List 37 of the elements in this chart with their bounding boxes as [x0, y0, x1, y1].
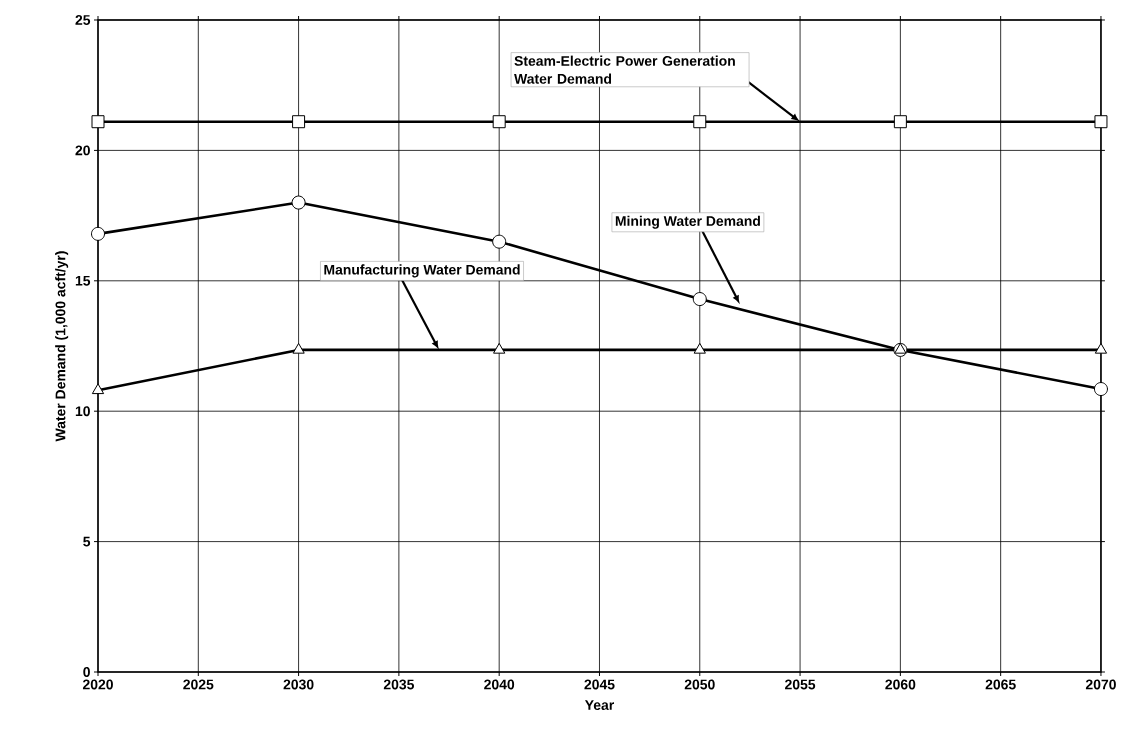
y-tick-label: 25 — [75, 15, 91, 25]
point — [693, 115, 707, 129]
annotation: Manufacturing Water Demand — [324, 264, 520, 278]
point — [91, 115, 105, 129]
x-tick-label: 2040 — [484, 679, 515, 690]
point — [291, 195, 306, 210]
point — [693, 342, 706, 354]
x-tick-label: 2045 — [584, 679, 615, 690]
x-tick-label: 2020 — [82, 679, 113, 690]
point — [493, 342, 506, 354]
point — [492, 115, 506, 129]
x-tick-label: 2050 — [684, 679, 715, 690]
x-tick-label: 2025 — [183, 679, 214, 690]
annotation: Steam-Electric Power Generation Water Demand — [514, 55, 735, 84]
x-tick-label: 2065 — [985, 679, 1016, 690]
point — [893, 115, 907, 129]
point — [492, 234, 507, 249]
y-tick-label: 10 — [75, 406, 90, 417]
x-tick-label: 2055 — [785, 679, 816, 690]
point — [91, 226, 105, 241]
point — [692, 292, 707, 307]
x-tick-label: 2060 — [885, 679, 916, 690]
point — [1094, 342, 1108, 354]
x-tick-label: 2035 — [383, 679, 415, 690]
point — [292, 115, 306, 129]
point — [1094, 115, 1108, 129]
y-tick-label: 0 — [83, 667, 90, 677]
annotation: Mining Water Demand — [615, 215, 760, 229]
point — [91, 383, 105, 395]
y-tick-label: 20 — [75, 145, 90, 156]
x-tick-label: 2070 — [1085, 679, 1116, 690]
y-axis-title: Water Demand (1,000 acft/yr) — [55, 251, 69, 442]
x-axis-title: Year — [584, 700, 614, 710]
point — [292, 342, 305, 354]
y-tick-label: 15 — [75, 275, 91, 286]
x-tick-label: 2030 — [283, 679, 314, 690]
y-tick-label: 5 — [83, 536, 91, 547]
